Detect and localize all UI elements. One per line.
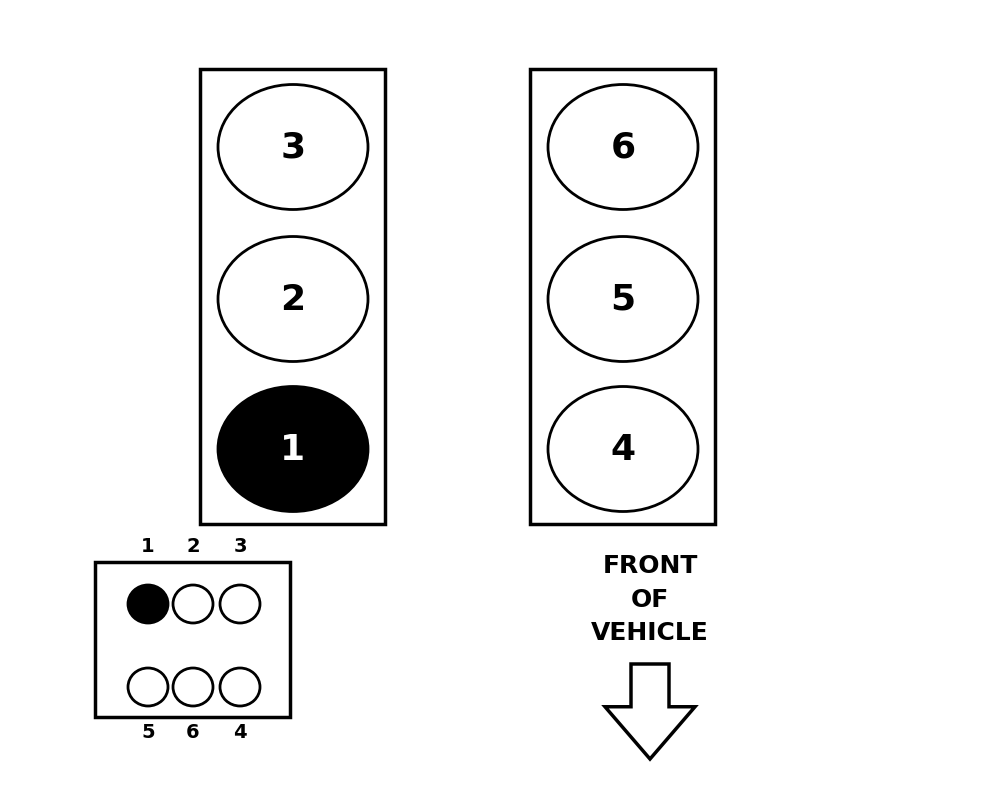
- Bar: [95, 562, 290, 717]
- Text: 1: 1: [280, 432, 306, 467]
- Bar: [200, 70, 385, 525]
- Ellipse shape: [220, 585, 259, 623]
- Text: 3: 3: [233, 537, 246, 556]
- Text: 1: 1: [141, 537, 155, 556]
- Ellipse shape: [220, 668, 259, 706]
- Text: 6: 6: [609, 131, 635, 164]
- Ellipse shape: [218, 387, 368, 512]
- Text: 5: 5: [141, 723, 155, 742]
- Text: 3: 3: [280, 131, 306, 164]
- Text: 2: 2: [186, 537, 199, 556]
- Ellipse shape: [173, 668, 213, 706]
- Text: 2: 2: [280, 282, 306, 317]
- Ellipse shape: [173, 585, 213, 623]
- Bar: [529, 70, 714, 525]
- Ellipse shape: [218, 85, 368, 210]
- Ellipse shape: [218, 237, 368, 362]
- Ellipse shape: [128, 585, 168, 623]
- Ellipse shape: [547, 237, 697, 362]
- Polygon shape: [604, 664, 694, 759]
- Text: FRONT
OF
VEHICLE: FRONT OF VEHICLE: [591, 554, 708, 645]
- Ellipse shape: [128, 668, 168, 706]
- Text: 5: 5: [609, 282, 635, 317]
- Text: 4: 4: [609, 432, 635, 467]
- Ellipse shape: [547, 387, 697, 512]
- Text: 6: 6: [186, 723, 199, 742]
- Ellipse shape: [547, 85, 697, 210]
- Text: 4: 4: [233, 723, 246, 742]
